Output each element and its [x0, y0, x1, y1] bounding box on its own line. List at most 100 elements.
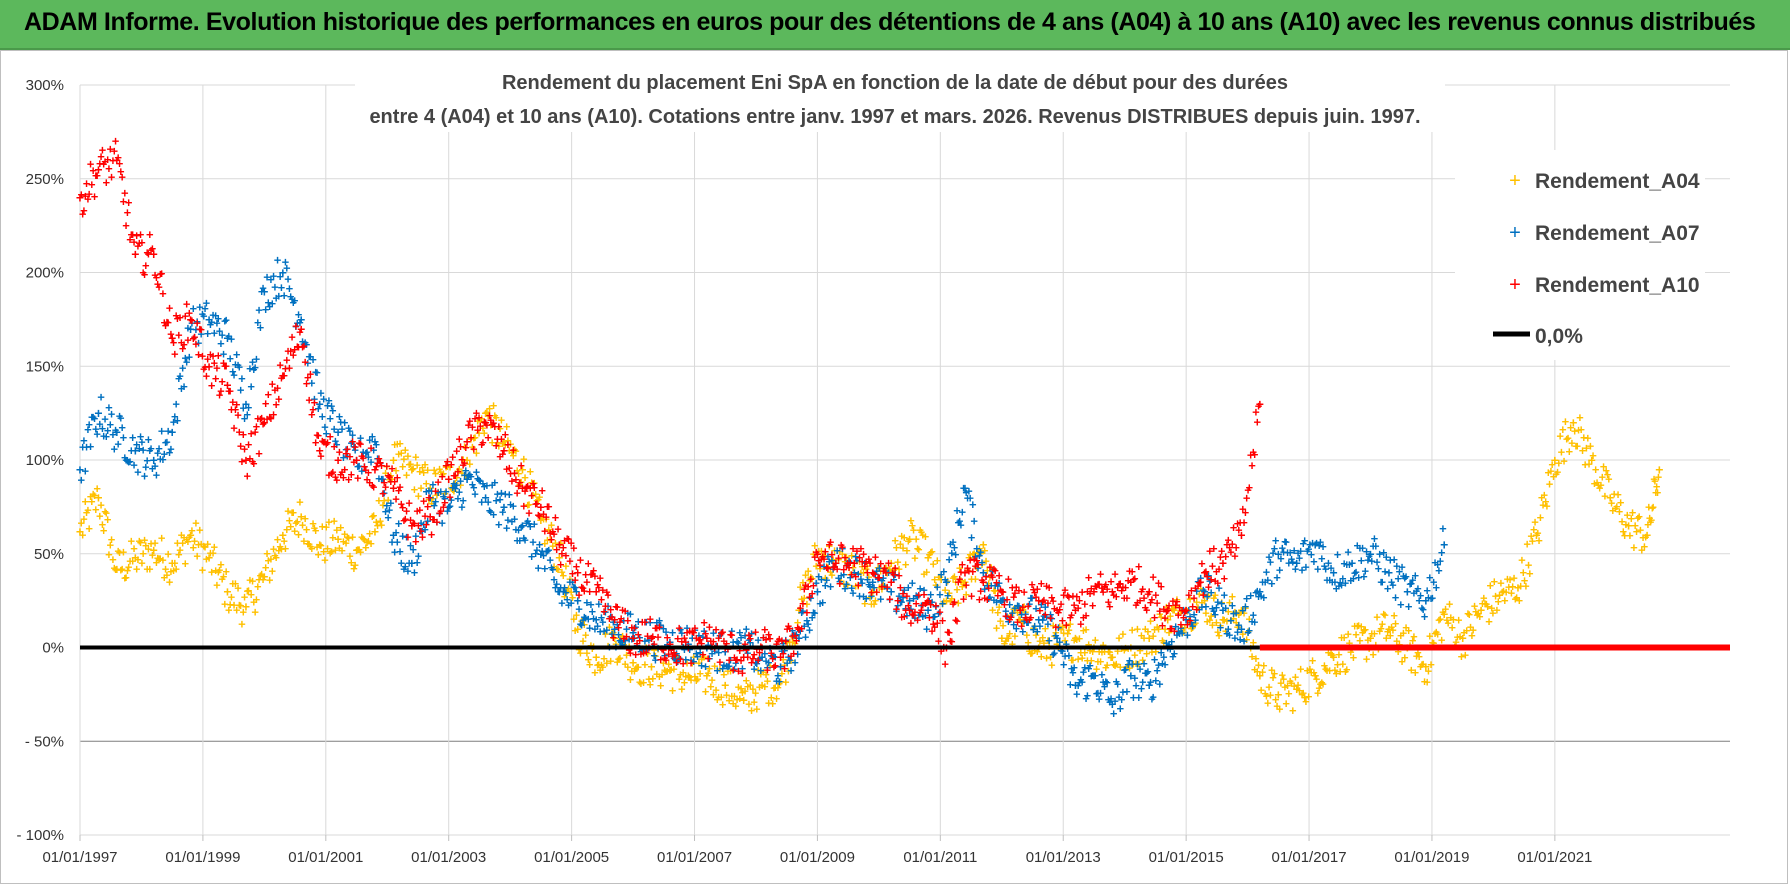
a04-point: +	[783, 635, 791, 650]
a04-point: +	[369, 509, 377, 524]
a04-point: +	[1526, 566, 1534, 581]
a04-point: +	[793, 628, 801, 643]
a10-point: +	[470, 442, 478, 457]
a04-point: +	[120, 545, 128, 560]
a04-point: +	[350, 561, 358, 576]
a04-point: +	[301, 511, 309, 526]
a10-point: +	[1253, 415, 1261, 430]
a04-point: +	[481, 405, 489, 421]
a04-point: +	[1012, 600, 1020, 615]
a04-point: +	[931, 572, 939, 587]
a04-point: +	[903, 543, 911, 558]
a07-point: +	[1156, 676, 1164, 691]
a04-point: +	[1037, 649, 1045, 664]
a04-point: +	[599, 659, 607, 674]
a04-point: +	[894, 554, 902, 569]
a04-point: +	[205, 550, 213, 566]
a04-point: +	[129, 553, 137, 568]
a04-point: +	[1289, 703, 1297, 718]
a04-point: +	[945, 586, 953, 601]
a04-point: +	[966, 547, 974, 562]
x-tick-label: 01/01/2017	[1272, 849, 1347, 866]
a07-point: +	[1439, 521, 1447, 536]
a04-point: +	[897, 537, 905, 552]
a04-point: +	[965, 550, 973, 565]
a04-point: +	[429, 491, 437, 506]
a04-point: +	[138, 556, 146, 571]
a07-point: +	[1084, 688, 1092, 703]
a04-point: +	[647, 658, 655, 674]
a04-point: +	[856, 554, 864, 569]
a04-point: +	[744, 679, 752, 694]
a04-point: +	[739, 685, 747, 700]
a04-point: +	[940, 594, 948, 609]
a07-point: +	[415, 549, 423, 564]
a04-point: +	[263, 546, 271, 561]
a04-point: +	[786, 635, 794, 650]
a04-point: +	[732, 699, 740, 714]
a04-point: +	[583, 646, 591, 661]
a04-point: +	[366, 526, 374, 541]
a04-point: +	[159, 552, 167, 567]
a04-point: +	[628, 663, 636, 678]
a04-point: +	[94, 490, 102, 506]
a04-point: +	[265, 553, 273, 568]
a04-point: +	[446, 459, 454, 474]
a04-point: +	[629, 655, 637, 671]
a04-point: +	[528, 475, 536, 490]
a04-point: +	[370, 508, 378, 523]
a04-point: +	[128, 533, 136, 548]
a04-point: +	[201, 540, 209, 555]
a04-point: +	[457, 478, 465, 493]
page-title: ADAM Informe. Evolution historique des p…	[24, 8, 1756, 37]
a04-point: +	[417, 480, 425, 495]
a04-point: +	[237, 598, 245, 613]
a04-point: +	[180, 530, 188, 545]
a04-point: +	[384, 493, 392, 508]
a04-point: +	[567, 584, 575, 599]
a04-point: +	[644, 646, 652, 661]
a07-point: +	[253, 352, 261, 367]
a04-point: +	[512, 443, 520, 458]
a04-point: +	[1630, 540, 1638, 555]
a04-point: +	[300, 534, 308, 549]
a04-point: +	[808, 571, 816, 586]
a07-point: +	[819, 595, 827, 610]
a07-point: +	[1433, 580, 1441, 595]
a04-point: +	[696, 666, 704, 681]
a04-point: +	[542, 512, 550, 527]
a10-point: +	[1256, 396, 1264, 412]
a10-point: +	[577, 552, 585, 567]
a04-point: +	[117, 563, 125, 578]
series-a04: + + + + + + + + + + + + + + + + + + + + + + + + + + + + + + + + + + + + + + + +…	[76, 398, 1664, 718]
a04-point: +	[661, 662, 669, 677]
a04-point: +	[1009, 636, 1017, 651]
a07-point: +	[1421, 609, 1429, 624]
a04-point: +	[295, 527, 303, 542]
a04-point: +	[606, 619, 614, 634]
a04-point: +	[804, 563, 812, 578]
a04-point: +	[332, 543, 340, 558]
a04-point: +	[79, 527, 87, 542]
a04-point: +	[839, 547, 847, 562]
a10-point: +	[275, 392, 283, 407]
a04-point: +	[1011, 629, 1019, 644]
a04-point: +	[1020, 599, 1028, 614]
a04-point: +	[802, 567, 810, 582]
a04-point: +	[288, 505, 296, 520]
a04-point: +	[984, 563, 992, 578]
a04-point: +	[771, 680, 779, 695]
a10-point: +	[1251, 447, 1259, 462]
a04-point: +	[990, 583, 998, 598]
header-banner: ADAM Informe. Evolution historique des p…	[0, 0, 1790, 50]
a04-point: +	[608, 625, 616, 640]
a04-point: +	[818, 543, 826, 558]
a04-point: +	[229, 576, 237, 591]
a10-point: +	[854, 577, 862, 592]
a10-point: +	[968, 588, 976, 603]
a04-point: +	[554, 562, 562, 577]
a04-point: +	[246, 572, 254, 587]
a04-point: +	[919, 528, 927, 543]
x-tick-label: 01/01/2001	[288, 849, 363, 866]
a10-point: +	[679, 656, 687, 671]
